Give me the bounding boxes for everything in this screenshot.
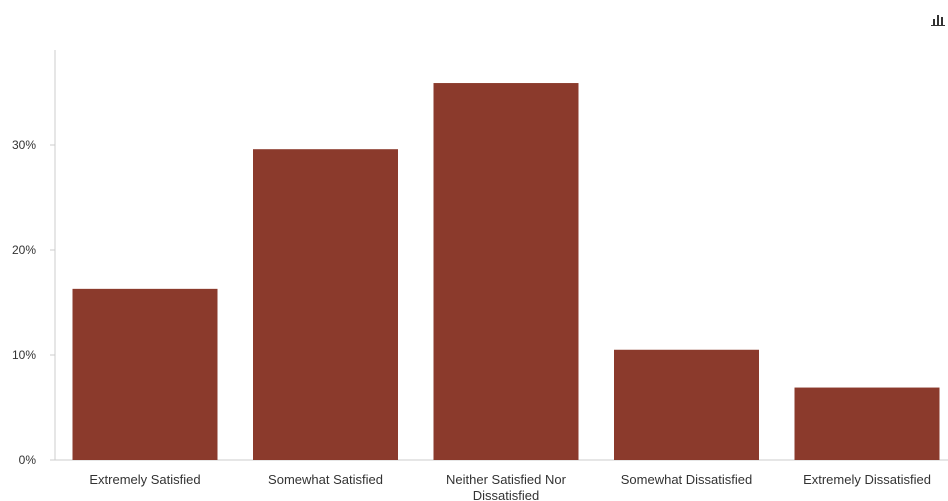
x-category-label: Neither Satisfied Nor Dissatisfied [446,472,567,501]
bar-4[interactable] [794,387,940,460]
bars-group [72,83,940,461]
x-axis-labels: Extremely Satisfied Somewhat Satisfied Nei… [89,472,931,501]
y-tick-label: 30% [12,138,36,152]
x-category-label: Somewhat Dissatisfied [621,472,753,487]
bar-0[interactable] [72,288,218,460]
x-category-label: Extremely Dissatisfied [803,472,931,487]
bar-2[interactable] [433,83,579,461]
bar-1[interactable] [253,149,398,460]
y-tick-label: 20% [12,243,36,257]
x-category-label: Somewhat Satisfied [268,472,383,487]
bar-3[interactable] [614,349,759,460]
y-tick-label: 0% [19,453,37,467]
y-tick-label: 10% [12,348,36,362]
chart-type-menu-button[interactable] [930,10,946,30]
bar-chart-icon [931,14,945,26]
x-category-label: Extremely Satisfied [89,472,200,487]
